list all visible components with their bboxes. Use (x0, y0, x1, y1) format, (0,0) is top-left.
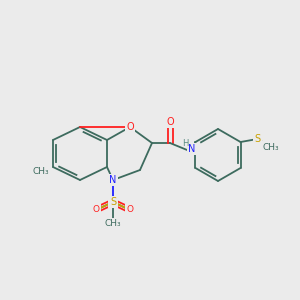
Text: S: S (110, 197, 116, 207)
Text: H: H (182, 140, 188, 148)
Text: N: N (188, 144, 196, 154)
Text: CH₃: CH₃ (105, 220, 121, 229)
Text: CH₃: CH₃ (33, 167, 49, 176)
Text: O: O (92, 206, 100, 214)
Text: CH₃: CH₃ (262, 142, 279, 152)
Text: N: N (109, 175, 117, 185)
Text: O: O (126, 122, 134, 132)
Text: S: S (254, 134, 261, 144)
Text: O: O (166, 117, 174, 127)
Text: O: O (127, 206, 134, 214)
